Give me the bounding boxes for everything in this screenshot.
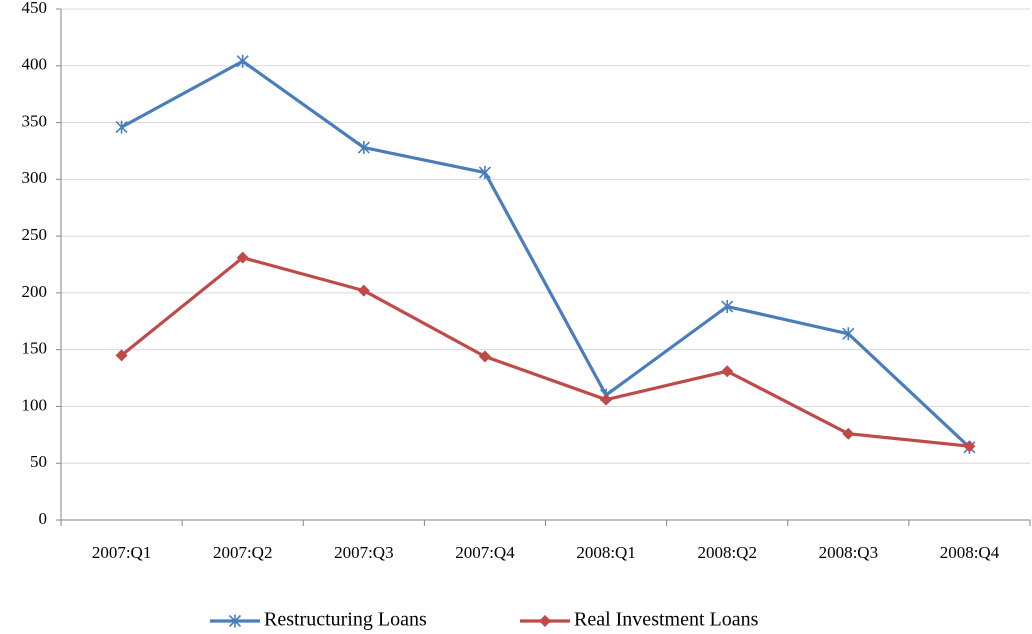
marker: [236, 251, 249, 264]
marker: [236, 54, 249, 68]
marker: [478, 166, 492, 180]
marker: [842, 327, 855, 341]
legend-label: Restructuring Loans: [264, 609, 427, 631]
x-tick-label: 2008:Q4: [940, 543, 1000, 562]
y-tick-label: 0: [39, 509, 48, 528]
marker: [721, 365, 734, 378]
series-line: [120, 256, 970, 448]
marker: [228, 614, 242, 628]
series-line: [120, 59, 971, 449]
y-tick-label: 350: [22, 111, 48, 130]
legend-label: Real Investment Loans: [574, 609, 759, 631]
marker: [357, 141, 370, 155]
y-tick-label: 250: [22, 225, 48, 244]
x-tick-label: 2008:Q2: [697, 543, 757, 562]
marker: [115, 120, 128, 134]
y-tick-label: 150: [22, 339, 48, 358]
x-tick-label: 2007:Q2: [213, 543, 273, 562]
marker: [539, 615, 551, 627]
y-tick-label: 100: [22, 395, 48, 414]
y-tick-label: 400: [22, 55, 48, 74]
y-tick-label: 300: [22, 168, 48, 187]
x-tick-label: 2008:Q3: [819, 543, 879, 562]
y-tick-label: 50: [30, 452, 47, 471]
marker: [357, 284, 370, 297]
marker: [842, 427, 855, 440]
y-tick-label: 450: [22, 0, 48, 17]
x-tick-label: 2007:Q1: [92, 543, 152, 562]
x-tick-label: 2008:Q1: [576, 543, 636, 562]
marker: [115, 349, 128, 362]
x-tick-label: 2007:Q3: [334, 543, 394, 562]
marker: [600, 393, 613, 406]
y-tick-label: 200: [22, 282, 48, 301]
marker: [721, 300, 734, 314]
marker: [963, 440, 976, 453]
marker: [478, 350, 491, 363]
x-tick-label: 2007:Q4: [455, 543, 515, 562]
